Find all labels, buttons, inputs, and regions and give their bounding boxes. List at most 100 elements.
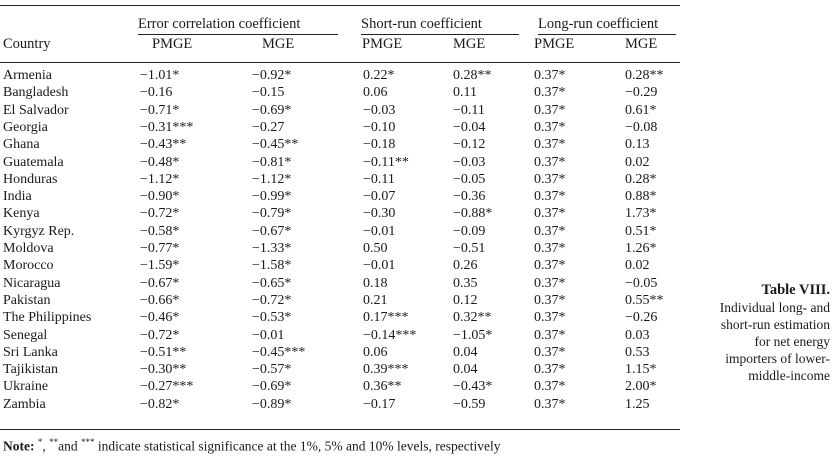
- value-cell-ecc-mge: −0.57*: [252, 362, 292, 378]
- table-row: Pakistan −0.66* −0.72* 0.21 0.12 0.37* 0.55**: [0, 292, 680, 309]
- value-cell-lr-pmge: 0.37*: [534, 241, 566, 256]
- value-cell-lr-mge: 0.53: [625, 344, 650, 360]
- value-cell-lr-mge: 0.88*: [625, 189, 657, 205]
- group-header-error-correlation: Error correlation coefficient: [138, 16, 301, 32]
- subheader-lr-mge: MGE: [625, 36, 658, 52]
- value-cell-ecc-mge: −0.69*: [252, 379, 292, 395]
- value-cell-lr-pmge: 0.37*: [534, 344, 566, 360]
- value-cell-sr-mge: −0.12: [453, 137, 486, 153]
- value-cell-sr-pmge: 0.22*: [363, 68, 395, 83]
- table-row: Nicaragua −0.67* −0.65* 0.18 0.35 0.37* −0.05: [0, 275, 680, 292]
- value-cell-lr-pmge: 0.37*: [534, 119, 566, 135]
- value-cell-lr-pmge: 0.37*: [534, 292, 566, 308]
- value-cell-sr-pmge: −0.10: [363, 119, 396, 135]
- value-cell-sr-pmge: −0.17: [363, 396, 396, 412]
- value-cell-ecc-pmge: −1.59*: [140, 258, 180, 274]
- value-cell-ecc-mge: −0.15: [252, 85, 285, 101]
- value-cell-ecc-pmge: −0.46*: [140, 310, 180, 326]
- value-cell-lr-mge: 0.55**: [625, 292, 664, 308]
- value-cell-lr-mge: −0.29: [625, 85, 658, 101]
- country-cell: Honduras: [3, 171, 58, 187]
- value-cell-ecc-pmge: −0.82*: [140, 396, 180, 412]
- table-row: Senegal −0.72* −0.01 −0.14*** −1.05* 0.37* 0.0…: [0, 327, 680, 344]
- subheader-ecc-mge: MGE: [262, 36, 295, 52]
- value-cell-ecc-pmge: −0.77*: [140, 241, 180, 256]
- table-row: Ghana −0.43** −0.45** −0.18 −0.12 0.37* 0.13: [0, 136, 680, 153]
- value-cell-sr-pmge: 0.18: [363, 275, 388, 291]
- value-cell-ecc-pmge: −0.48*: [140, 154, 180, 170]
- value-cell-sr-mge: −0.36: [453, 189, 486, 205]
- value-cell-sr-pmge: 0.06: [363, 85, 388, 101]
- value-cell-lr-pmge: 0.37*: [534, 327, 566, 343]
- header-rule: [0, 62, 680, 63]
- value-cell-sr-mge: −0.11: [453, 102, 485, 118]
- note-sup-2: **: [49, 437, 59, 447]
- value-cell-lr-mge: −0.26: [625, 310, 658, 326]
- value-cell-sr-mge: −0.59: [453, 396, 486, 412]
- value-cell-ecc-mge: −0.81*: [252, 154, 292, 170]
- value-cell-sr-pmge: 0.06: [363, 344, 388, 360]
- country-cell: Georgia: [3, 119, 48, 135]
- note-sup-1: *: [37, 437, 43, 447]
- value-cell-sr-pmge: −0.30: [363, 206, 396, 222]
- value-cell-sr-mge: −0.03: [453, 154, 486, 170]
- subheader-ecc-pmge: PMGE: [152, 36, 193, 52]
- table-caption: Table VIII. Individual long- and short-r…: [710, 282, 830, 384]
- value-cell-lr-mge: 1.15*: [625, 362, 657, 378]
- country-cell: Morocco: [3, 258, 54, 274]
- country-cell: The Philippines: [3, 310, 92, 326]
- value-cell-ecc-mge: −0.27: [252, 119, 285, 135]
- value-cell-ecc-pmge: −0.16: [140, 85, 173, 101]
- value-cell-ecc-mge: −0.89*: [252, 396, 292, 412]
- value-cell-sr-mge: −0.05: [453, 171, 486, 187]
- top-rule: [0, 5, 680, 6]
- results-table: Error correlation coefficient Short-run …: [0, 5, 680, 454]
- table-row: Armenia −1.01* −0.92* 0.22* 0.28** 0.37* 0.28*…: [0, 67, 680, 84]
- country-cell: Zambia: [3, 396, 46, 412]
- value-cell-lr-mge: 0.28**: [625, 68, 664, 83]
- value-cell-sr-mge: −0.51: [453, 241, 486, 256]
- table-row: Zambia −0.82* −0.89* −0.17 −0.59 0.37* 1.25: [0, 396, 680, 413]
- value-cell-sr-mge: −1.05*: [453, 327, 493, 343]
- value-cell-sr-pmge: 0.36**: [363, 379, 402, 395]
- value-cell-ecc-mge: −1.12*: [252, 171, 292, 187]
- table-row: Kenya −0.72* −0.79* −0.30 −0.88* 0.37* 1.73*: [0, 205, 680, 222]
- table-row: El Salvador −0.71* −0.69* −0.03 −0.11 0.37* 0.…: [0, 102, 680, 119]
- value-cell-lr-pmge: 0.37*: [534, 171, 566, 187]
- table-row: Georgia −0.31*** −0.27 −0.10 −0.04 0.37* −0.08: [0, 119, 680, 136]
- subheader-sr-mge: MGE: [453, 36, 486, 52]
- group-header-long-run: Long-run coefficient: [538, 16, 659, 32]
- value-cell-sr-pmge: 0.39***: [363, 362, 409, 378]
- value-cell-sr-pmge: −0.18: [363, 137, 396, 153]
- value-cell-sr-pmge: −0.01: [363, 223, 396, 239]
- note-text: indicate statistical significance at the…: [94, 438, 501, 454]
- value-cell-sr-mge: 0.04: [453, 344, 478, 360]
- table-row: Morocco −1.59* −1.58* −0.01 0.26 0.37* 0.02: [0, 257, 680, 274]
- value-cell-lr-pmge: 0.37*: [534, 206, 566, 222]
- value-cell-lr-mge: 2.00*: [625, 379, 657, 395]
- value-cell-sr-mge: −0.43*: [453, 379, 493, 395]
- value-cell-sr-mge: −0.88*: [453, 206, 493, 222]
- table-row: Guatemala −0.48* −0.81* −0.11** −0.03 0.37* 0.…: [0, 154, 680, 171]
- group-header-short-run: Short-run coefficient: [361, 16, 482, 32]
- country-cell: Sri Lanka: [3, 344, 58, 360]
- value-cell-lr-pmge: 0.37*: [534, 258, 566, 274]
- value-cell-ecc-pmge: −0.90*: [140, 189, 180, 205]
- value-cell-ecc-mge: −0.01: [252, 327, 285, 343]
- note-sep-1: ,: [42, 438, 50, 454]
- value-cell-lr-pmge: 0.37*: [534, 362, 566, 378]
- value-cell-ecc-mge: −0.69*: [252, 102, 292, 118]
- value-cell-sr-pmge: −0.01: [363, 258, 396, 274]
- table-row: Sri Lanka −0.51** −0.45*** 0.06 0.04 0.37* 0.5…: [0, 344, 680, 361]
- value-cell-lr-mge: 0.61*: [625, 102, 657, 118]
- value-cell-ecc-mge: −0.79*: [252, 206, 292, 222]
- value-cell-ecc-mge: −0.99*: [252, 189, 292, 205]
- country-cell: El Salvador: [3, 102, 69, 118]
- value-cell-ecc-mge: −0.45***: [252, 344, 306, 360]
- country-cell: Bangladesh: [3, 85, 69, 101]
- value-cell-sr-pmge: −0.11**: [363, 154, 409, 170]
- value-cell-ecc-mge: −0.53*: [252, 310, 292, 326]
- value-cell-sr-mge: −0.04: [453, 119, 486, 135]
- value-cell-ecc-pmge: −1.01*: [140, 68, 180, 83]
- value-cell-sr-mge: 0.28**: [453, 68, 492, 83]
